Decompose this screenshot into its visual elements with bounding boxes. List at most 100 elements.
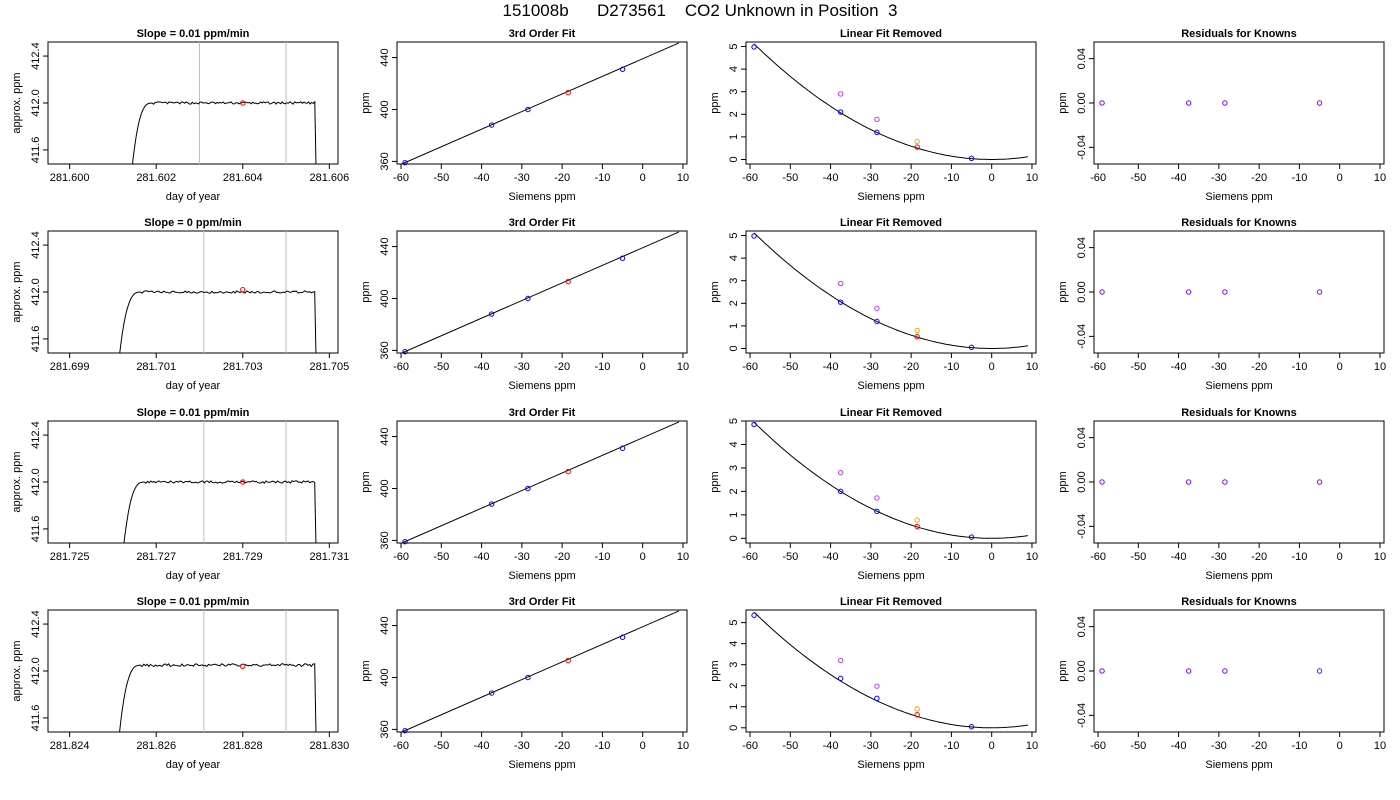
y-tick-label: -0.04 — [1076, 135, 1088, 160]
x-tick-label: -30 — [863, 551, 879, 563]
fit-line — [400, 421, 680, 543]
panel-r1-c2: 3rd Order Fit -60 -50 -40 -30 -20 -10 0 10 Siemen… — [360, 28, 689, 203]
panel-title: Residuals for Knowns — [1181, 407, 1297, 419]
y-tick-label: 412.4 — [30, 231, 42, 259]
x-tick-label: -10 — [594, 551, 610, 563]
data-point-resid — [1222, 289, 1228, 295]
data-area — [753, 232, 1028, 349]
x-tick-label: -60 — [393, 172, 409, 184]
x-tick-label: 10 — [1026, 740, 1038, 752]
data-point-known — [525, 485, 531, 492]
concentration-trace — [123, 480, 317, 543]
y-tick-label: 360 — [379, 720, 391, 738]
data-area — [753, 611, 1028, 729]
plot-frame — [1093, 41, 1385, 165]
x-axis-label: day of year — [166, 191, 221, 203]
x-tick-label: 281.699 — [50, 361, 90, 373]
x-tick-label: 281.602 — [136, 172, 176, 184]
data-point-resid — [1222, 479, 1228, 485]
x-tick-label: -30 — [514, 740, 530, 752]
x-tick-label: -30 — [514, 361, 530, 373]
x-tick-label: -20 — [903, 740, 919, 752]
x-tick-label: 281.830 — [309, 740, 349, 752]
x-tick-label: -10 — [943, 172, 959, 184]
y-axis-label: approx. ppm — [11, 640, 23, 701]
x-tick-label: 0 — [640, 361, 646, 373]
y-tick-label: 4 — [728, 441, 740, 447]
x-tick-label: 0 — [989, 551, 995, 563]
panel-title: 3rd Order Fit — [509, 217, 576, 229]
x-tick-label: -20 — [554, 172, 570, 184]
panel-title: Residuals for Knowns — [1181, 217, 1297, 229]
x-tick-label: -60 — [1090, 361, 1106, 373]
y-tick-label: 3 — [728, 278, 740, 284]
data-area — [400, 421, 680, 543]
x-tick-label: -20 — [903, 551, 919, 563]
x-tick-label: -10 — [1291, 361, 1307, 373]
data-point-known — [488, 501, 495, 507]
x-tick-label: -60 — [393, 740, 409, 752]
y-axis-label: ppm — [360, 660, 372, 681]
data-point-known — [874, 129, 880, 136]
data-point-known — [751, 612, 757, 618]
y-tick-label: 0 — [728, 725, 740, 731]
x-tick-label: 281.729 — [223, 551, 263, 563]
x-tick-label: -30 — [863, 740, 879, 752]
data-point-orig_known — [837, 469, 844, 476]
data-area — [119, 610, 317, 732]
x-tick-label: -30 — [514, 551, 530, 563]
x-tick-label: -20 — [554, 740, 570, 752]
data-point-unknown — [240, 479, 246, 485]
x-axis-label: Siemens ppm — [508, 380, 575, 392]
x-tick-label: -10 — [594, 172, 610, 184]
y-tick-label: 412.0 — [30, 657, 42, 685]
x-tick-label: -60 — [393, 551, 409, 563]
data-point-orig_known — [874, 683, 880, 689]
data-point-known — [874, 508, 880, 515]
data-point-known — [619, 255, 626, 261]
x-tick-label: -20 — [554, 551, 570, 563]
plot-frame — [47, 609, 339, 733]
y-tick-label: 5 — [728, 620, 740, 626]
data-point-resid — [1099, 479, 1105, 485]
data-point-known — [968, 155, 975, 162]
fit-curve — [753, 421, 1028, 539]
x-tick-label: -60 — [742, 551, 758, 563]
panel-r2-c2: 3rd Order Fit -60 -50 -40 -30 -20 -10 0 10 Siemen… — [360, 217, 689, 392]
panel-r4-c2: 3rd Order Fit -60 -50 -40 -30 -20 -10 0 10 Siemen… — [360, 596, 689, 771]
data-point-known — [525, 295, 531, 302]
x-tick-label: -40 — [1171, 172, 1187, 184]
x-tick-label: -60 — [742, 740, 758, 752]
y-tick-label: 440 — [379, 237, 391, 255]
y-axis-label: ppm — [360, 281, 372, 302]
y-tick-label: 0.04 — [1076, 427, 1088, 448]
y-tick-label: 440 — [379, 427, 391, 445]
panel-title: Slope = 0.01 ppm/min — [137, 407, 250, 419]
x-tick-label: -50 — [433, 551, 449, 563]
panel-r4-c4: Residuals for Knowns -60 -50 -40 -30 -20 -10 0 1… — [1057, 596, 1386, 771]
x-tick-label: -50 — [1130, 551, 1146, 563]
x-axis-label: Siemens ppm — [1205, 570, 1272, 582]
data-point-orig_unknown — [914, 706, 920, 712]
x-tick-label: -40 — [474, 172, 490, 184]
y-tick-label: 0.00 — [1076, 281, 1088, 302]
x-tick-label: -50 — [1130, 172, 1146, 184]
plot-frame — [745, 420, 1037, 544]
x-tick-label: -40 — [823, 551, 839, 563]
data-point-orig_known — [874, 116, 880, 122]
data-point-orig_known — [837, 91, 844, 97]
panel-r3-c2: 3rd Order Fit -60 -50 -40 -30 -20 -10 0 10 Siemen… — [360, 407, 689, 582]
y-tick-label: -0.04 — [1076, 703, 1088, 728]
panel-title: Linear Fit Removed — [840, 217, 942, 229]
y-axis-label: ppm — [1057, 471, 1069, 492]
x-tick-label: -40 — [1171, 551, 1187, 563]
plot-frame — [1093, 420, 1385, 544]
data-point-unknown — [914, 144, 920, 150]
data-point-unknown — [565, 657, 571, 664]
y-tick-label: 3 — [728, 662, 740, 668]
x-tick-label: 0 — [640, 740, 646, 752]
x-tick-label: 281.727 — [136, 551, 176, 563]
fit-curve — [753, 611, 1028, 729]
y-tick-label: 3 — [728, 89, 740, 95]
x-tick-label: 10 — [1374, 361, 1386, 373]
